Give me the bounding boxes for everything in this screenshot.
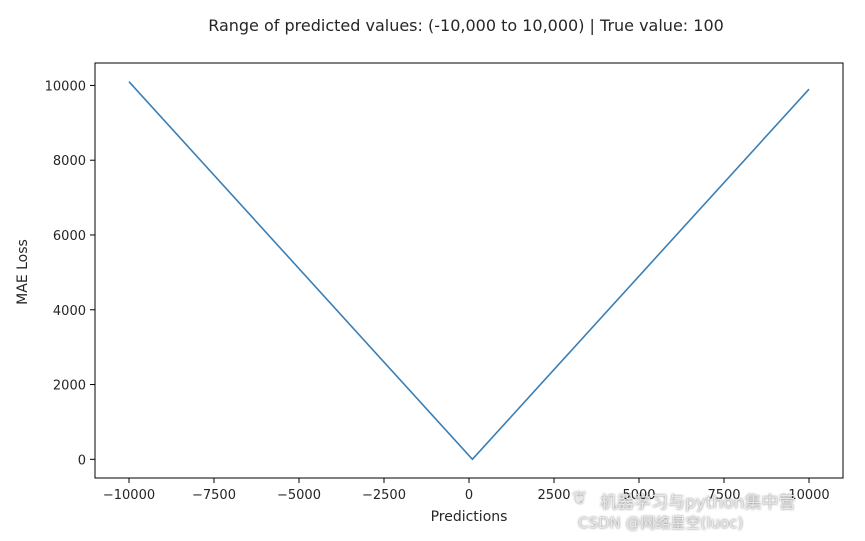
y-tick-label: 8000 [53, 154, 86, 169]
x-tick-label: −2500 [362, 488, 406, 503]
x-tick-label: −10000 [103, 488, 155, 503]
y-tick-label: 0 [78, 453, 86, 468]
x-tick-label: 7500 [707, 488, 740, 503]
x-tick-label: −5000 [277, 488, 321, 503]
wechat-icon: ❦ [572, 488, 588, 509]
watermark-line1: 机器学习与python集中营 [600, 493, 796, 513]
plot-area [94, 62, 844, 479]
y-axis: 0 2000 4000 6000 8000 10000 [45, 79, 95, 468]
y-axis-label: MAE Loss [15, 239, 31, 305]
x-tick-label: 0 [465, 488, 473, 503]
watermark-line2: CSDN @网络星空(luoc) [578, 514, 744, 532]
y-tick-label: 6000 [53, 229, 86, 244]
x-tick-label: 5000 [622, 488, 655, 503]
chart-title: Range of predicted values: (-10,000 to 1… [208, 16, 724, 35]
x-tick-label: 2500 [537, 488, 570, 503]
y-tick-label: 2000 [53, 379, 86, 394]
x-tick-label: −7500 [192, 488, 236, 503]
series-line-0 [128, 81, 810, 461]
plot-frame [94, 62, 844, 479]
x-axis: −10000 −7500 −5000 −2500 0 2500 5000 7500 10000 [103, 478, 830, 503]
x-tick-label: 10000 [788, 488, 829, 503]
x-axis-label: Predictions [431, 509, 508, 525]
y-tick-label: 10000 [45, 79, 86, 94]
y-tick-label: 4000 [53, 304, 86, 319]
